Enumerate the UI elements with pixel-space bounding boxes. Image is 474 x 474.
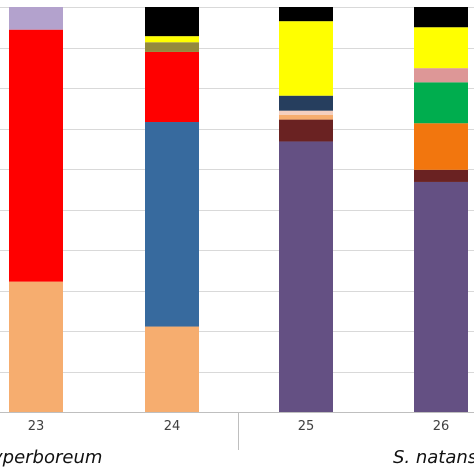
bar-segment-25-7 [279,7,333,22]
bar-segment-24-4 [145,42,199,52]
bar-segment-23-3 [9,7,63,30]
bar-segment-25-3 [279,114,333,120]
group-label-right: S. natans [393,447,474,468]
bar-segment-26-4 [414,82,468,124]
bar-segment-26-6 [414,27,468,69]
bar-segment-26-5 [414,68,468,83]
bar-segment-24-2 [145,122,199,327]
bar-segment-25-4 [279,110,333,115]
bar-segment-26-1 [414,181,468,412]
bar-stacks [9,7,468,412]
x-tick-label: 26 [433,419,450,434]
bar-segment-24-3 [145,51,199,123]
bar-segment-23-2 [9,29,63,282]
bar-segment-26-3 [414,123,468,170]
bar-segment-25-5 [279,95,333,111]
bar-segment-25-6 [279,21,333,96]
bar-segment-26-2 [414,169,468,182]
group-label-left: yperboreum [0,447,103,468]
bar-segment-25-2 [279,119,333,142]
bar-segment-26-7 [414,7,468,28]
x-tick-label: 24 [164,419,181,434]
bar-segment-24-6 [145,7,199,37]
bar-segment-25-1 [279,141,333,412]
x-tick-label: 25 [298,419,315,434]
bar-segment-24-5 [145,36,199,43]
x-tick-label: 23 [28,419,45,434]
bar-segment-24-1 [145,326,199,412]
bar-segment-23-1 [9,281,63,412]
gridlines [0,7,474,413]
x-axis: 23 24 25 26 [0,412,474,450]
